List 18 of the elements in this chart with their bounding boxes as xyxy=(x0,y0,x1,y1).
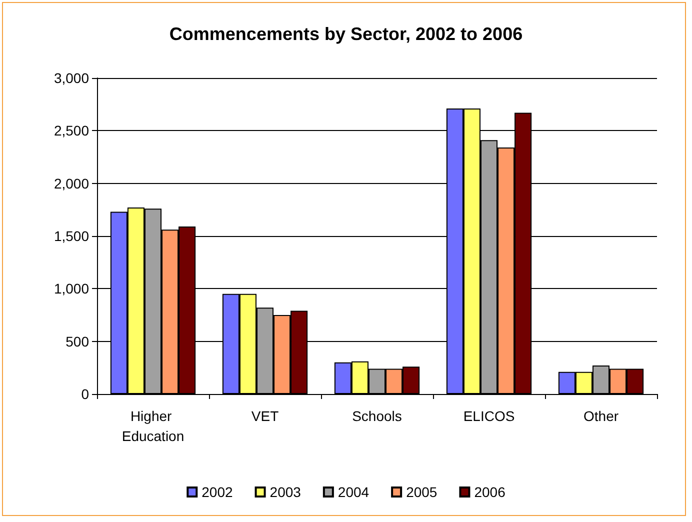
x-tick-label: Schools xyxy=(352,408,402,424)
y-tick-label: 1,500 xyxy=(54,228,90,244)
x-tick-label: ELICOS xyxy=(463,408,515,424)
legend-label: 2005 xyxy=(406,484,438,500)
y-tick-label: 2,000 xyxy=(54,175,90,192)
y-tick-label: 500 xyxy=(66,333,90,350)
y-tick-label: 1,000 xyxy=(54,280,90,297)
legend-label: 2002 xyxy=(202,484,233,500)
legend-label: 2004 xyxy=(338,484,370,500)
x-tick-label: Higher Education xyxy=(122,408,184,444)
x-tick-label: VET xyxy=(251,408,280,424)
y-tick-label: 3,000 xyxy=(54,70,90,86)
legend-label: 2006 xyxy=(474,484,506,500)
y-tick-label: 0 xyxy=(81,386,90,402)
y-tick-label: 2,500 xyxy=(54,122,90,139)
chart-title: Commencements by Sector, 2002 to 2006 xyxy=(169,24,523,44)
legend-label: 2003 xyxy=(270,484,302,500)
x-tick-label: Other xyxy=(583,408,619,424)
